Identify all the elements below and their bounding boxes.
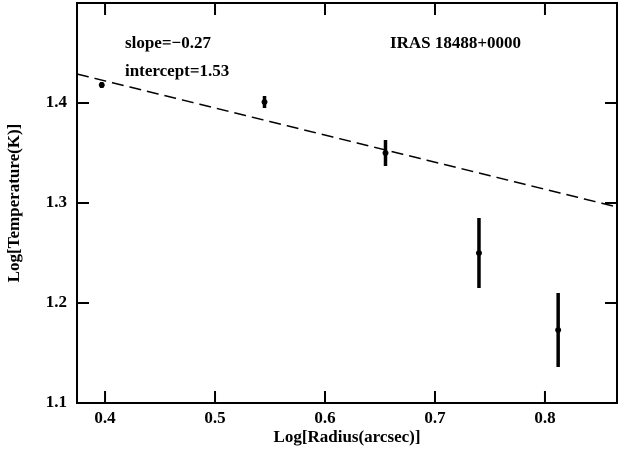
data-point <box>98 82 105 88</box>
fit-line <box>76 73 618 208</box>
y-tick-label: 1.4 <box>46 92 68 111</box>
y-tick-label: 1.1 <box>46 392 67 411</box>
y-tick-label: 1.2 <box>46 292 67 311</box>
data-point <box>382 150 389 156</box>
x-tick-label: 0.7 <box>424 408 446 427</box>
x-tick-label: 0.4 <box>94 408 116 427</box>
annotation: intercept=1.53 <box>125 61 229 80</box>
y-tick-label: 1.3 <box>46 192 67 211</box>
x-tick-label: 0.6 <box>314 408 335 427</box>
data-point <box>475 250 482 256</box>
x-tick-label: 0.5 <box>204 408 225 427</box>
annotation: IRAS 18488+0000 <box>390 33 521 52</box>
x-axis-label: Log[Radius(arcsec)] <box>274 427 421 446</box>
y-axis-label: Log[Temperature(K)] <box>4 124 23 283</box>
annotation: slope=−0.27 <box>125 33 211 52</box>
data-point <box>261 99 268 105</box>
data-point <box>555 327 562 333</box>
x-tick-label: 0.8 <box>534 408 555 427</box>
